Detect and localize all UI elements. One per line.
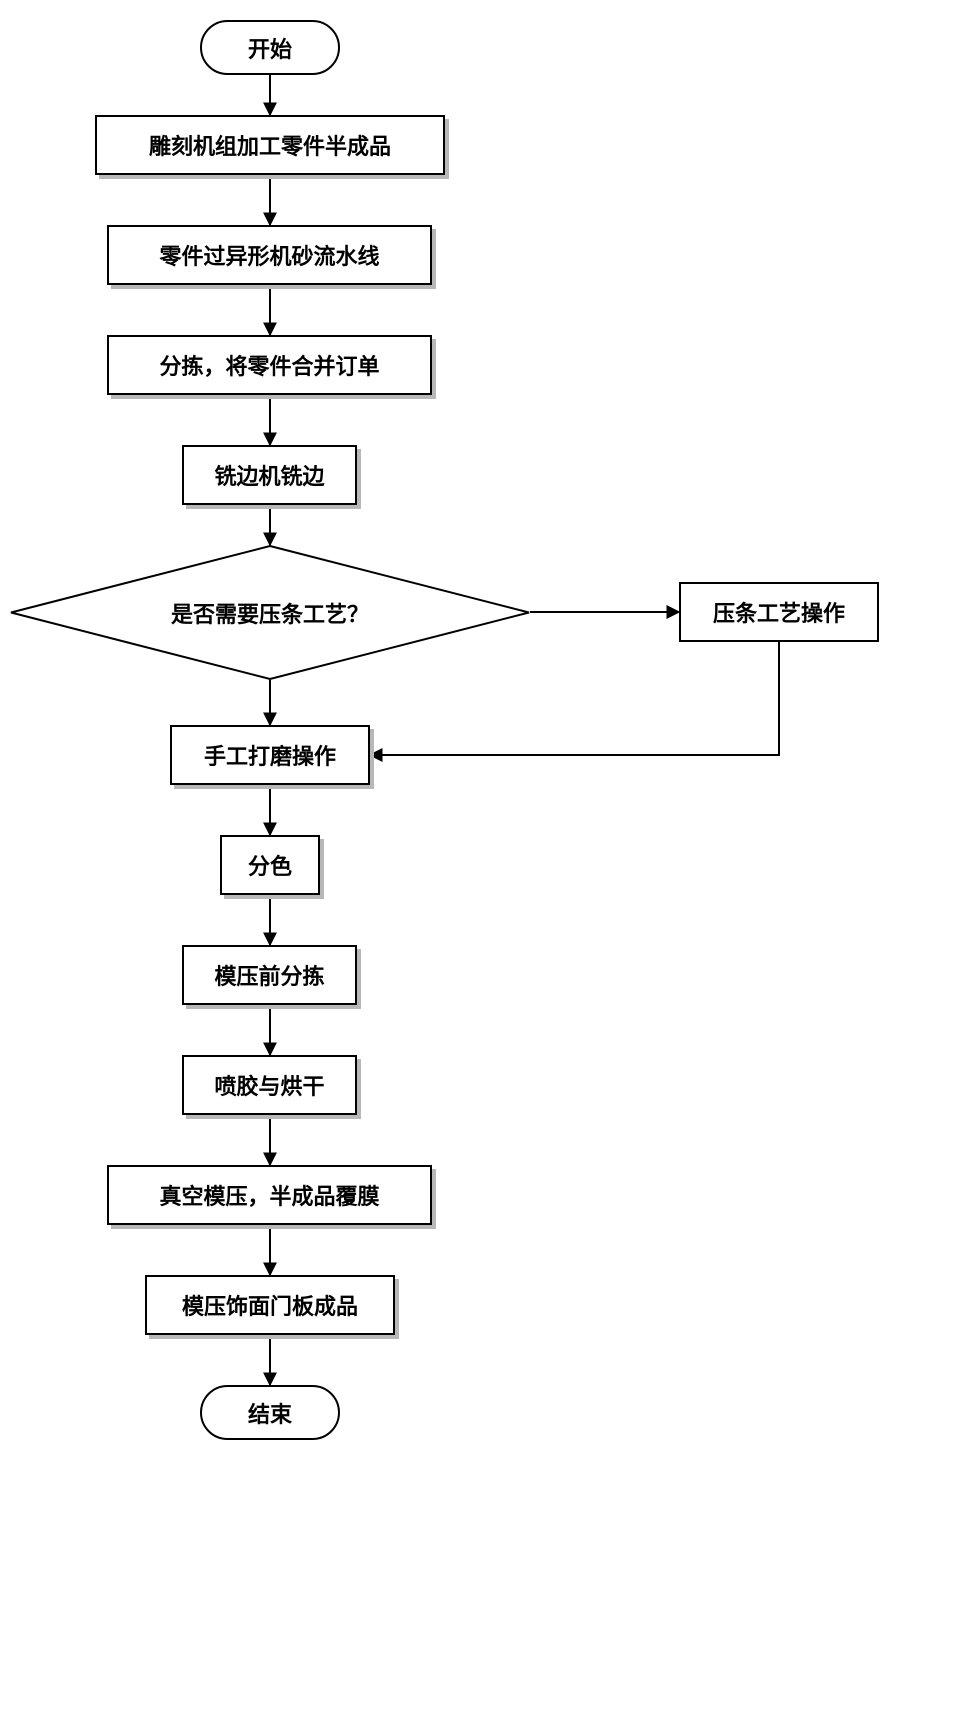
process-step-3: 分拣，将零件合并订单 [107,335,432,395]
process-step-2: 零件过异形机砂流水线 [107,225,432,285]
node-label: 结束 [248,1397,292,1429]
process-step-10: 真空模压，半成品覆膜 [107,1165,432,1225]
node-label: 零件过异形机砂流水线 [159,239,379,271]
process-step-5: 压条工艺操作 [679,582,879,642]
node-label: 分色 [248,849,292,881]
process-step-4: 铣边机铣边 [182,445,357,505]
process-step-1: 雕刻机组加工零件半成品 [95,115,445,175]
process-step-9: 喷胶与烘干 [182,1055,357,1115]
node-label: 手工打磨操作 [204,739,336,771]
node-label: 雕刻机组加工零件半成品 [149,129,391,161]
node-label: 喷胶与烘干 [214,1069,324,1101]
node-label: 分拣，将零件合并订单 [159,349,379,381]
process-step-8: 模压前分拣 [182,945,357,1005]
process-step-6: 手工打磨操作 [170,725,370,785]
node-label: 开始 [248,32,292,64]
node-label: 真空模压，半成品覆膜 [159,1179,379,1211]
node-label: 铣边机铣边 [214,459,324,491]
decision-1: 是否需要压条工艺？ [10,545,530,680]
process-step-7: 分色 [220,835,320,895]
node-label: 模压饰面门板成品 [182,1289,358,1321]
terminator-end: 结束 [200,1385,340,1440]
flowchart-canvas: 开始 雕刻机组加工零件半成品 零件过异形机砂流水线 分拣，将零件合并订单 铣边机… [0,0,963,1725]
terminator-start: 开始 [200,20,340,75]
node-label: 模压前分拣 [214,959,324,991]
process-step-11: 模压饰面门板成品 [145,1275,395,1335]
node-label: 压条工艺操作 [713,596,845,628]
